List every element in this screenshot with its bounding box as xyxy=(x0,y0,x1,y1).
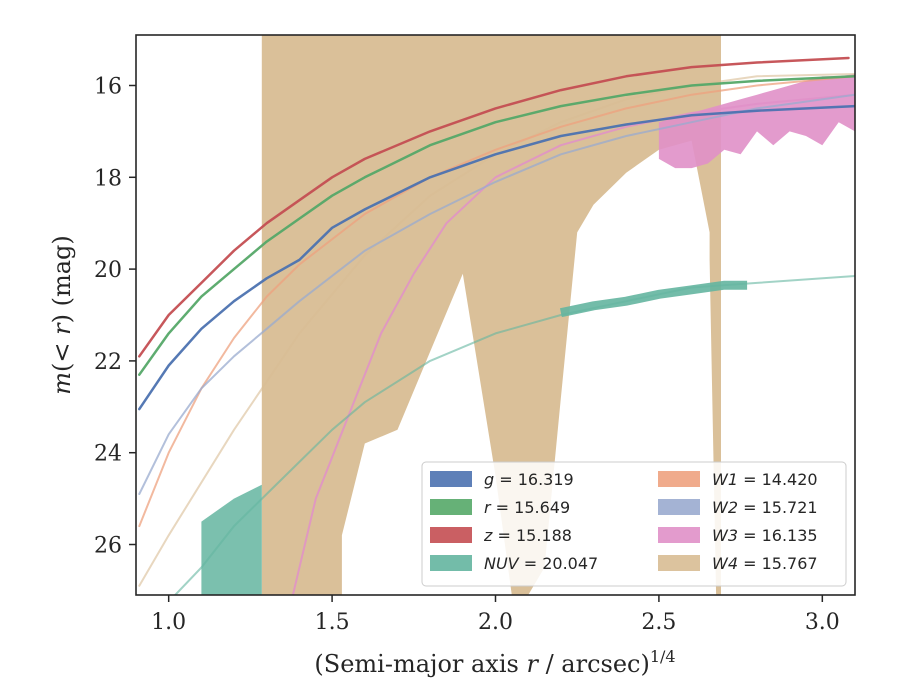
legend-label-w1: W1 = 14.420 xyxy=(712,470,818,489)
legend-label-w4: W4 = 15.767 xyxy=(712,554,818,573)
y-tick-label: 18 xyxy=(94,166,122,191)
legend: g = 16.319 r = 15.649 z = 15.188 NUV = 20.0… xyxy=(421,461,847,587)
y-axis-label-tail: ) (mag) xyxy=(48,235,76,323)
x-axis-label-var: r xyxy=(526,650,539,678)
z-profile-line xyxy=(138,56,850,358)
x-tick-label: 1.5 xyxy=(315,610,350,635)
y-axis-label-main: m xyxy=(48,372,76,395)
w3-band xyxy=(658,74,855,169)
w2-profile-line xyxy=(138,93,855,495)
w3-profile-line xyxy=(291,93,855,595)
y-axis-label-mid: (< xyxy=(48,335,76,372)
legend-label-g: g = 16.319 xyxy=(484,470,574,489)
y-tick-label: 26 xyxy=(94,534,122,559)
legend-swatch-z xyxy=(430,527,472,543)
plot-area xyxy=(138,35,855,595)
x-tick-label: 1.0 xyxy=(151,610,186,635)
y-tick-label: 22 xyxy=(94,350,122,375)
legend-swatch-g xyxy=(430,471,472,487)
nuv-band xyxy=(201,484,262,595)
x-tick-label: 2.5 xyxy=(641,610,676,635)
y-axis-label-var: r xyxy=(48,322,76,335)
y-tick-label: 24 xyxy=(94,442,122,467)
legend-box xyxy=(421,461,847,587)
y-tick-label: 16 xyxy=(94,74,122,99)
w4-band xyxy=(261,35,721,595)
x-axis-label-tail: / arcsec) xyxy=(538,650,650,678)
legend-label-w3: W3 = 16.135 xyxy=(712,526,818,545)
legend-label-z: z = 15.188 xyxy=(483,526,572,545)
legend-swatch-w3 xyxy=(658,527,700,543)
legend-swatch-w1 xyxy=(658,471,700,487)
legend-label-r: r = 15.649 xyxy=(484,498,570,517)
nuv-observed-segment xyxy=(559,280,748,318)
y-axis-ticks: 16 18 20 22 24 26 xyxy=(94,74,136,559)
legend-swatch-nuv xyxy=(430,555,472,571)
legend-swatch-w2 xyxy=(658,499,700,515)
g-profile-line xyxy=(138,104,855,411)
r-profile-line xyxy=(138,75,855,376)
x-tick-label: 3.0 xyxy=(805,610,840,635)
x-axis-label-main: (Semi-major axis xyxy=(314,650,526,678)
y-tick-label: 20 xyxy=(94,258,122,283)
x-axis-label-sup: 1/4 xyxy=(650,647,676,666)
legend-label-w2: W2 = 15.721 xyxy=(712,498,818,517)
y-axis-label: m(< r) (mag) xyxy=(48,235,76,395)
x-axis-ticks: 1.0 1.5 2.0 2.5 3.0 xyxy=(151,595,840,635)
x-tick-label: 2.0 xyxy=(478,610,513,635)
legend-swatch-r xyxy=(430,499,472,515)
x-axis-label: (Semi-major axis r / arcsec)1/4 xyxy=(314,647,675,678)
w1-profile-line xyxy=(138,75,855,528)
legend-swatch-w4 xyxy=(658,555,700,571)
legend-label-nuv: NUV = 20.047 xyxy=(484,554,598,573)
